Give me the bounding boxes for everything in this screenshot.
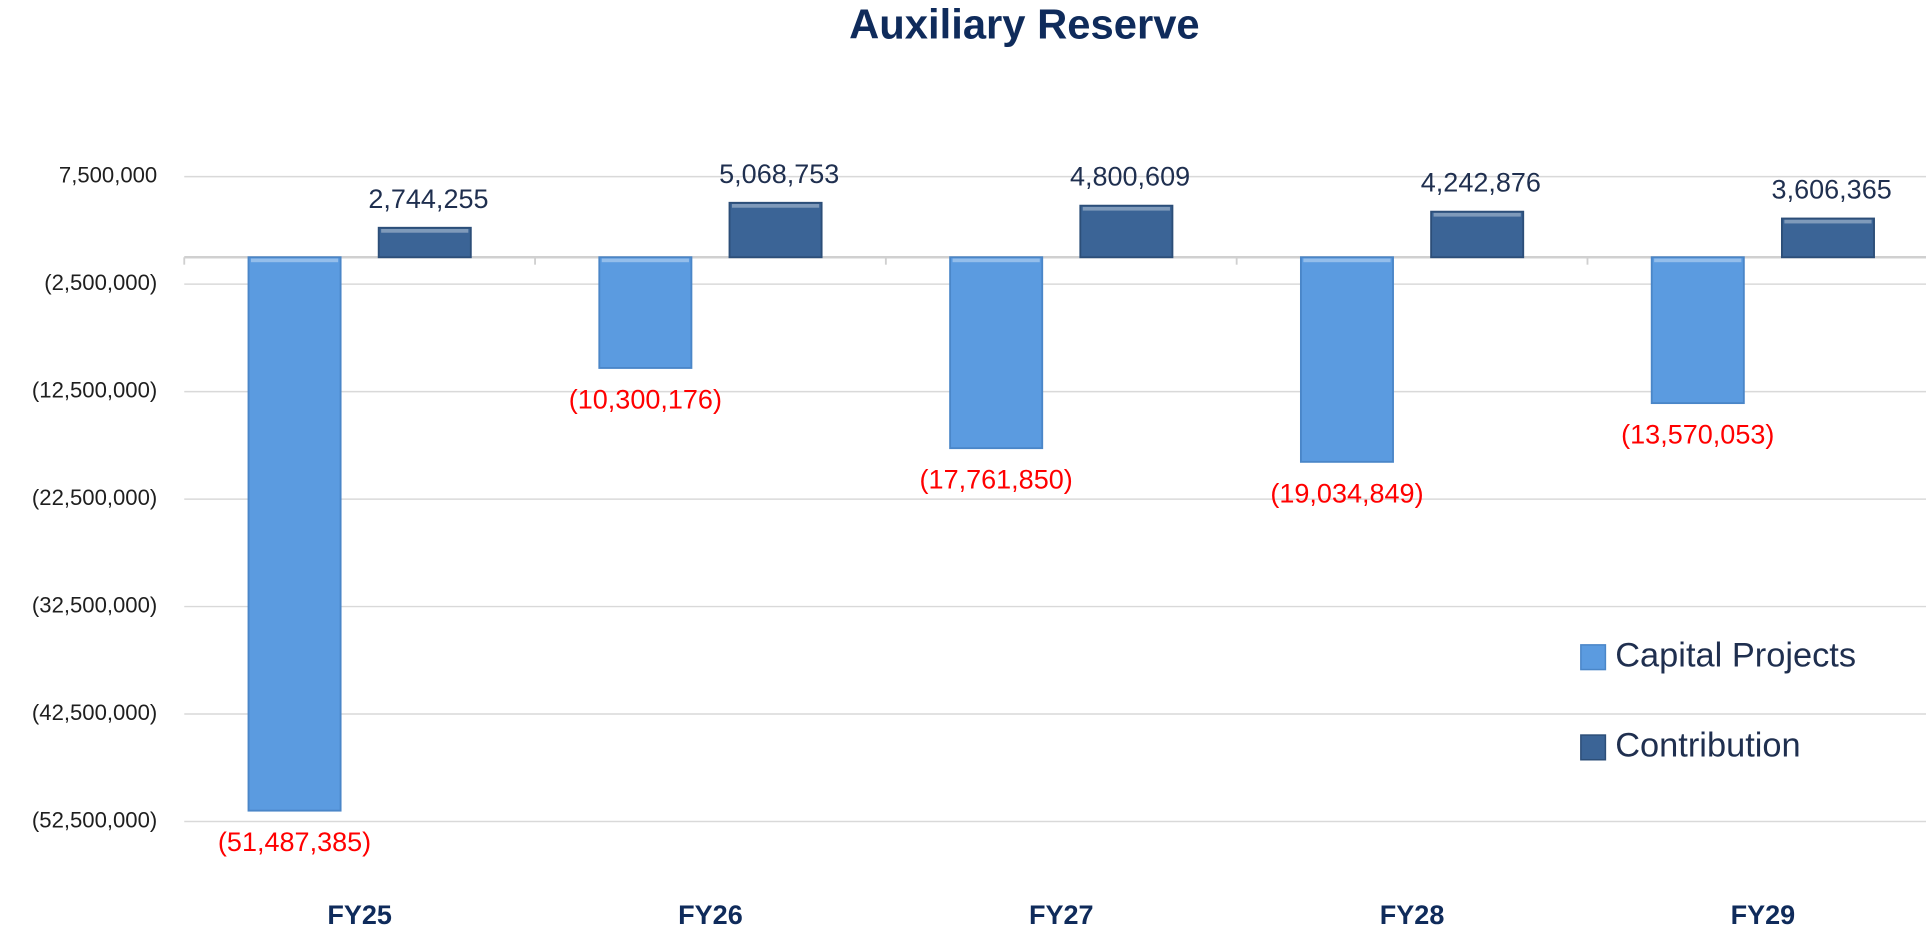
y-tick-label: 7,500,000 (59, 162, 157, 187)
bar-highlight (1303, 258, 1391, 263)
y-tick-label: (32,500,000) (32, 592, 157, 617)
legend-label: Contribution (1615, 726, 1800, 764)
bar (1299, 256, 1394, 463)
legend-label: Capital Projects (1615, 636, 1856, 674)
value-label: 3,606,365 (1772, 173, 1892, 204)
y-tick-label: (52,500,000) (32, 807, 157, 832)
bar-highlight (952, 258, 1040, 263)
y-tick-label: (22,500,000) (32, 485, 157, 510)
bar (377, 226, 472, 259)
x-tick-label: FY28 (1380, 899, 1445, 929)
bar-highlight (1784, 219, 1872, 224)
value-label: (17,761,850) (920, 464, 1073, 495)
value-label: 4,800,609 (1070, 161, 1190, 192)
value-label: (19,034,849) (1270, 477, 1423, 508)
value-label: 5,068,753 (719, 158, 839, 189)
bar (247, 256, 342, 812)
bar (1650, 256, 1745, 405)
y-tick-label: (2,500,000) (44, 270, 157, 295)
bar-highlight (381, 229, 469, 233)
value-label: (51,487,385) (218, 826, 371, 857)
bar (598, 256, 693, 369)
bar-highlight (250, 258, 339, 263)
y-tick-label: (42,500,000) (32, 700, 157, 725)
value-label: 2,744,255 (368, 183, 488, 214)
bar (949, 256, 1044, 450)
bar (1079, 204, 1174, 259)
bar (1430, 210, 1525, 259)
legend-swatch (1580, 734, 1607, 761)
bar-highlight (1082, 206, 1170, 211)
bar-highlight (601, 258, 689, 263)
bar (1780, 217, 1875, 259)
x-tick-label: FY27 (1029, 899, 1094, 929)
x-tick-label: FY25 (327, 899, 392, 929)
value-label: (13,570,053) (1621, 419, 1774, 450)
value-label: (10,300,176) (569, 383, 722, 414)
bar-highlight (1433, 212, 1521, 217)
x-tick-label: FY29 (1731, 899, 1796, 929)
bar-highlight (1654, 258, 1742, 263)
y-tick-label: (12,500,000) (32, 377, 157, 402)
chart-title: Auxiliary Reserve (849, 0, 1200, 47)
legend-swatch (1580, 644, 1607, 671)
x-tick-label: FY26 (678, 899, 743, 929)
bar-highlight (731, 204, 820, 208)
bar (728, 201, 823, 259)
value-label: 4,242,876 (1421, 167, 1541, 198)
